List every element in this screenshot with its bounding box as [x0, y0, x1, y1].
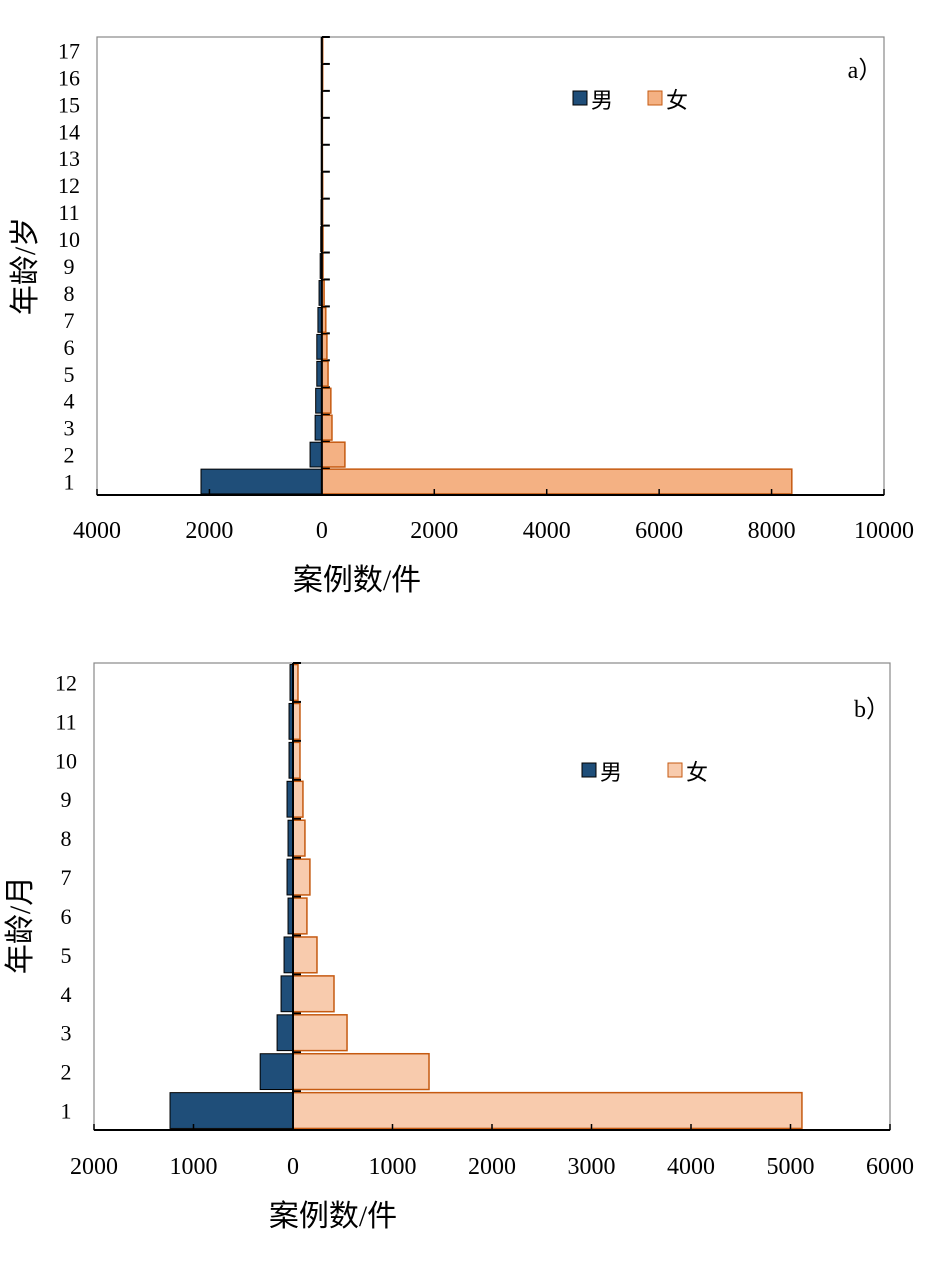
bar-male-2	[259, 1053, 294, 1091]
bar-female-2	[321, 441, 346, 468]
x-tick-label: 2000	[185, 518, 233, 544]
y-tick-label: 6	[61, 904, 72, 929]
legend-label-male: 男	[591, 88, 613, 113]
y-tick-label: 6	[64, 335, 75, 360]
panel-label: b）	[854, 697, 890, 723]
legend-label-female: 女	[686, 760, 708, 785]
bar-female-3	[321, 414, 333, 441]
y-tick-label: 12	[58, 173, 80, 198]
x-tick-label: 6000	[635, 518, 683, 544]
x-tick-label: 0	[287, 1154, 299, 1180]
legend-swatch-female	[647, 90, 663, 106]
y-tick-label: 2	[64, 443, 75, 468]
bar-female-3	[292, 1014, 348, 1052]
y-tick-label: 1	[61, 1099, 72, 1124]
bar-male-1	[169, 1092, 294, 1129]
y-tick-label: 3	[64, 416, 75, 441]
x-axis-title: 案例数/件	[269, 1200, 397, 1233]
x-tick-label: 10000	[854, 518, 914, 544]
x-axis-title: 案例数/件	[293, 564, 421, 597]
x-tick-label: 4000	[667, 1154, 715, 1180]
bar-male-5	[283, 936, 294, 974]
y-tick-label: 8	[64, 281, 75, 306]
x-tick-label: 0	[316, 518, 328, 544]
y-axis-title: 年龄/月	[4, 876, 37, 974]
y-tick-label: 11	[55, 709, 76, 734]
x-tick-label: 2000	[410, 518, 458, 544]
bar-female-9	[292, 780, 304, 818]
y-tick-label: 17	[58, 38, 80, 63]
bar-female-4	[321, 387, 332, 414]
bar-female-1	[292, 1091, 803, 1130]
bar-female-5	[292, 936, 318, 974]
bar-female-1	[321, 468, 793, 495]
y-tick-label: 15	[58, 92, 80, 117]
y-tick-label: 16	[58, 65, 80, 90]
y-tick-label: 10	[58, 227, 80, 252]
legend-label-male: 男	[600, 760, 622, 785]
x-tick-label: 6000	[866, 1154, 914, 1180]
y-tick-label: 7	[61, 865, 72, 890]
bar-male-3	[276, 1014, 294, 1052]
bar-male-1	[200, 468, 323, 495]
x-tick-label: 4000	[73, 518, 121, 544]
legend-swatch-male	[581, 762, 597, 778]
bar-male-3	[314, 414, 323, 441]
bar-female-8	[292, 819, 306, 857]
plot-frame	[96, 36, 885, 496]
y-tick-label: 4	[61, 982, 72, 1007]
y-tick-label: 13	[58, 146, 80, 171]
y-tick-label: 14	[58, 119, 80, 144]
bar-female-6	[292, 897, 308, 935]
x-tick-label: 1000	[369, 1154, 417, 1180]
x-tick-label: 3000	[568, 1154, 616, 1180]
x-tick-label: 1000	[170, 1154, 218, 1180]
panel-label: a）	[848, 58, 883, 84]
legend-swatch-male	[572, 90, 588, 106]
y-tick-label: 3	[61, 1021, 72, 1046]
x-tick-label: 2000	[70, 1154, 118, 1180]
legend-swatch-female	[667, 762, 683, 778]
bar-female-10	[292, 741, 301, 779]
bar-female-11	[292, 702, 301, 741]
y-tick-label: 7	[64, 308, 75, 333]
y-tick-label: 5	[64, 362, 75, 387]
bar-male-2	[309, 441, 323, 468]
y-tick-label: 9	[64, 254, 75, 279]
x-tick-label: 4000	[523, 518, 571, 544]
y-tick-label: 4	[64, 389, 75, 414]
bar-female-2	[292, 1052, 430, 1091]
y-axis-title: 年龄/岁	[9, 217, 42, 315]
y-tick-label: 8	[61, 826, 72, 851]
x-tick-label: 2000	[468, 1154, 516, 1180]
legend-label-female: 女	[666, 88, 688, 113]
y-tick-label: 9	[61, 787, 72, 812]
y-tick-label: 10	[55, 748, 77, 773]
bar-male-4	[280, 975, 294, 1013]
plot-frame	[93, 662, 891, 1131]
bar-female-4	[292, 975, 335, 1013]
y-tick-label: 12	[55, 670, 77, 695]
y-tick-label: 5	[61, 943, 72, 968]
x-tick-label: 8000	[748, 518, 796, 544]
bar-female-7	[292, 858, 311, 896]
y-tick-label: 1	[64, 470, 75, 495]
y-tick-label: 2	[61, 1060, 72, 1085]
x-tick-label: 5000	[767, 1154, 815, 1180]
y-tick-label: 11	[58, 200, 79, 225]
